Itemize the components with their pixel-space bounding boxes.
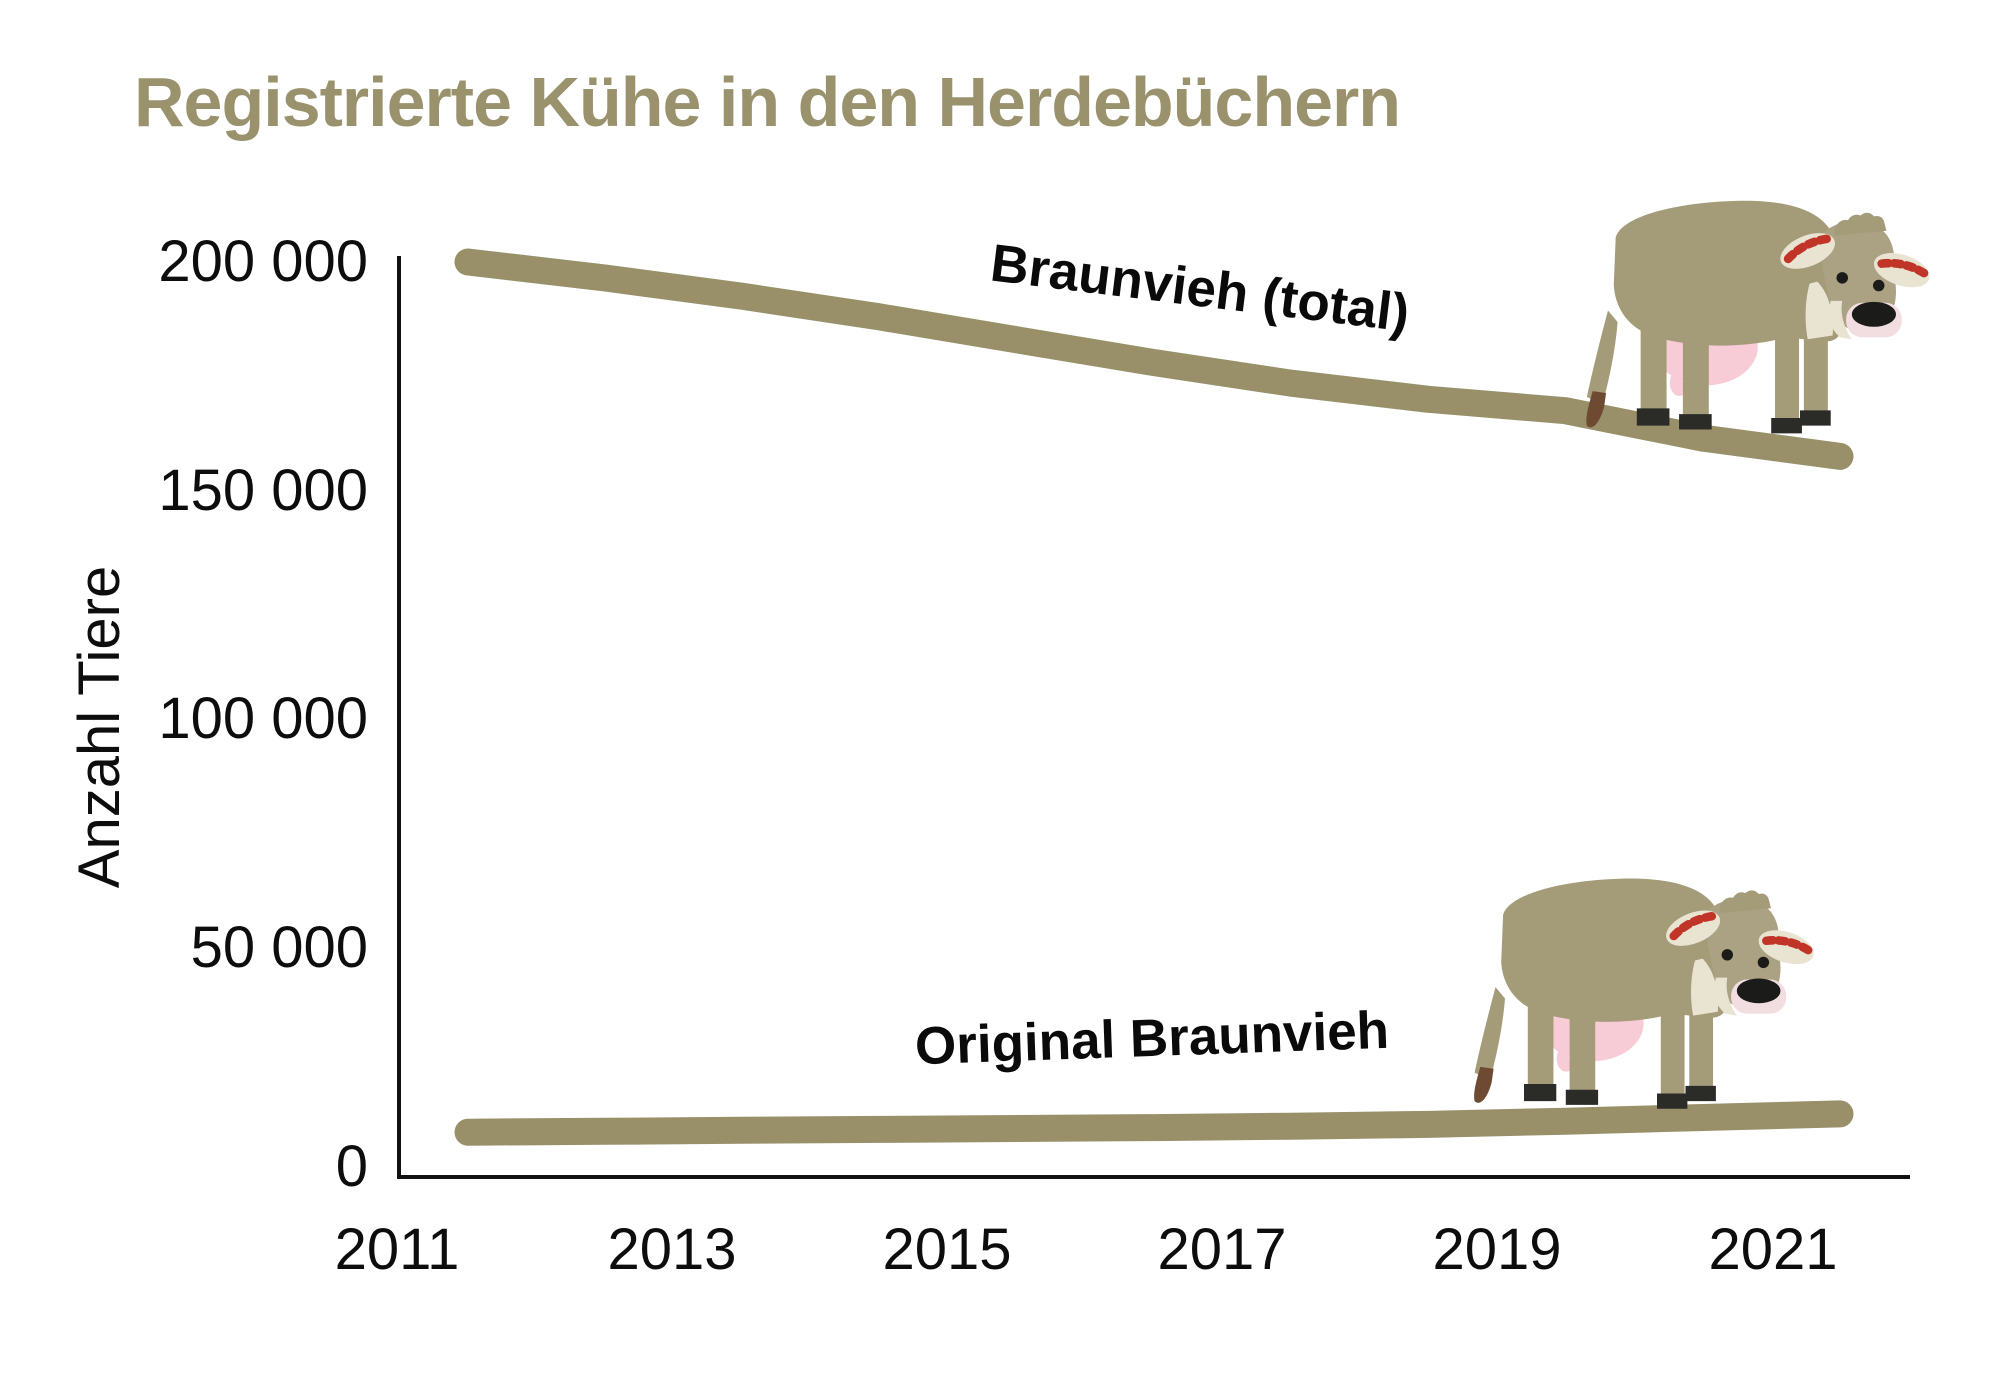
y-tick-50000: 50 000	[190, 915, 368, 980]
chart-title: Registrierte Kühe in den Herdebüchern	[134, 63, 1401, 141]
x-tick-2011: 2011	[334, 1217, 460, 1282]
line-original-braunvieh	[454, 1100, 1854, 1146]
x-tick-2013: 2013	[607, 1217, 737, 1282]
line-braunvieh-total	[454, 248, 1854, 470]
cow-illustration-top	[1586, 201, 1934, 434]
y-tick-100000: 100 000	[158, 686, 368, 751]
x-tick-2017: 2017	[1157, 1217, 1287, 1282]
x-tick-2019: 2019	[1432, 1217, 1562, 1282]
y-tick-150000: 150 000	[158, 458, 368, 523]
x-tick-2015: 2015	[882, 1217, 1012, 1282]
cow-illustration-bottom	[1474, 879, 1818, 1109]
y-tick-200000: 200 000	[158, 229, 368, 294]
y-tick-0: 0	[335, 1134, 368, 1199]
x-tick-2021: 2021	[1708, 1217, 1838, 1282]
